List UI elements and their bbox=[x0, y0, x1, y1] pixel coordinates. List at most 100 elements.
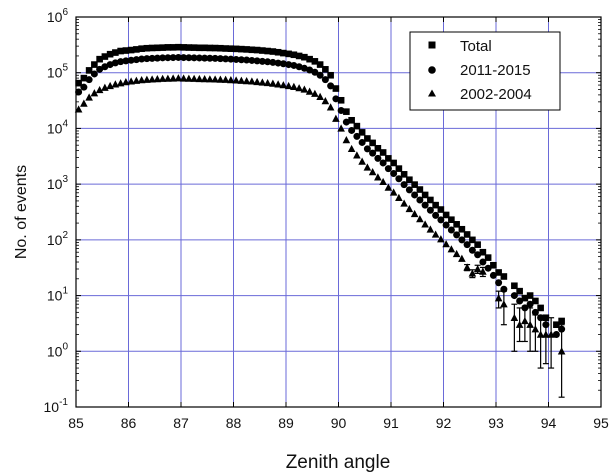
data-point-2011-2015 bbox=[264, 58, 272, 66]
data-point-total bbox=[201, 44, 208, 52]
data-point-2002-2004 bbox=[263, 78, 272, 87]
data-point-total bbox=[75, 79, 82, 87]
legend: Total 2011-2015 2002-2004 bbox=[409, 31, 561, 111]
data-point-2011-2015 bbox=[432, 211, 440, 219]
data-point-2002-2004 bbox=[216, 75, 225, 83]
data-point-2011-2015 bbox=[316, 71, 324, 79]
data-point-total bbox=[322, 66, 329, 73]
data-point-2002-2004 bbox=[206, 75, 214, 83]
data-point-2011-2015 bbox=[453, 231, 461, 239]
data-point-total bbox=[185, 44, 193, 51]
data-point-2011-2015 bbox=[227, 55, 235, 63]
data-point-2011-2015 bbox=[148, 54, 156, 62]
data-point-2011-2015 bbox=[190, 54, 198, 62]
data-point-2002-2004 bbox=[526, 320, 534, 328]
legend-marker-2011-2015 bbox=[428, 66, 436, 74]
data-point-total bbox=[169, 44, 177, 51]
data-point-2002-2004 bbox=[416, 215, 424, 223]
data-point-2002-2004 bbox=[85, 93, 93, 101]
data-point-total bbox=[337, 96, 345, 104]
data-point-2011-2015 bbox=[395, 175, 403, 183]
data-point-2002-2004 bbox=[557, 347, 566, 355]
data-point-2011-2015 bbox=[390, 170, 398, 178]
data-point-2011-2015 bbox=[169, 54, 177, 62]
data-point-2011-2015 bbox=[117, 58, 125, 66]
data-point-2002-2004 bbox=[179, 74, 188, 82]
data-point-2011-2015 bbox=[222, 55, 230, 63]
data-point-total bbox=[253, 46, 261, 54]
data-point-2002-2004 bbox=[164, 74, 172, 82]
data-point-2002-2004 bbox=[410, 209, 419, 218]
data-point-2002-2004 bbox=[305, 87, 314, 95]
x-tick-label: 95 bbox=[593, 415, 609, 431]
data-point-2002-2004 bbox=[384, 183, 393, 191]
data-point-2002-2004 bbox=[153, 75, 162, 83]
data-point-2011-2015 bbox=[80, 83, 88, 91]
data-point-2002-2004 bbox=[311, 89, 319, 97]
data-point-2002-2004 bbox=[185, 74, 193, 82]
y-tick-label: 106 bbox=[47, 7, 69, 25]
data-point-total bbox=[127, 46, 135, 54]
data-point-2011-2015 bbox=[411, 191, 419, 199]
data-point-total bbox=[106, 50, 114, 58]
y-tick-label: 101 bbox=[47, 286, 69, 304]
data-point-total bbox=[343, 108, 350, 115]
data-point-2002-2004 bbox=[132, 76, 141, 84]
data-point-2002-2004 bbox=[195, 74, 204, 83]
data-point-2002-2004 bbox=[316, 92, 324, 100]
data-point-total bbox=[474, 241, 481, 248]
data-point-total bbox=[80, 74, 88, 82]
data-point-2002-2004 bbox=[227, 75, 235, 84]
data-point-2002-2004 bbox=[542, 330, 550, 338]
data-point-2011-2015 bbox=[358, 138, 366, 146]
data-point-2011-2015 bbox=[374, 154, 382, 162]
data-point-2011-2015 bbox=[484, 264, 492, 272]
data-point-2002-2004 bbox=[395, 193, 403, 201]
data-point-2002-2004 bbox=[547, 330, 555, 338]
data-point-total bbox=[448, 216, 455, 224]
data-point-2011-2015 bbox=[159, 54, 167, 62]
data-point-2002-2004 bbox=[137, 75, 146, 84]
data-point-2002-2004 bbox=[290, 82, 298, 90]
data-point-2011-2015 bbox=[400, 181, 408, 189]
data-point-2011-2015 bbox=[353, 132, 361, 140]
x-tick-label: 93 bbox=[488, 415, 504, 431]
data-point-2002-2004 bbox=[143, 75, 151, 83]
data-point-2011-2015 bbox=[106, 61, 114, 69]
data-point-total bbox=[437, 206, 445, 213]
data-point-2002-2004 bbox=[447, 245, 456, 253]
data-point-2002-2004 bbox=[127, 77, 135, 85]
data-point-2002-2004 bbox=[80, 99, 88, 107]
data-point-total bbox=[421, 191, 429, 199]
data-point-2011-2015 bbox=[531, 308, 539, 316]
data-point-2011-2015 bbox=[185, 54, 193, 62]
data-point-2011-2015 bbox=[279, 60, 287, 68]
data-point-2011-2015 bbox=[211, 54, 219, 62]
x-tick-label: 88 bbox=[226, 415, 242, 431]
data-point-total bbox=[390, 159, 397, 167]
data-point-2002-2004 bbox=[74, 105, 83, 113]
data-point-2002-2004 bbox=[515, 320, 524, 328]
data-point-2002-2004 bbox=[321, 97, 330, 105]
data-point-2011-2015 bbox=[342, 118, 350, 126]
data-point-2011-2015 bbox=[164, 54, 172, 62]
data-point-total bbox=[374, 144, 382, 152]
data-point-2002-2004 bbox=[473, 264, 482, 273]
x-tick-label: 89 bbox=[278, 415, 294, 431]
data-point-2011-2015 bbox=[510, 292, 518, 300]
legend-label-2002-2004: 2002-2004 bbox=[460, 86, 532, 103]
data-point-2002-2004 bbox=[442, 240, 450, 248]
data-point-total bbox=[526, 292, 534, 299]
data-point-total bbox=[117, 47, 124, 55]
data-point-total bbox=[463, 231, 471, 238]
x-tick-label: 92 bbox=[436, 415, 452, 431]
data-point-total bbox=[175, 43, 182, 51]
data-point-2002-2004 bbox=[158, 74, 167, 82]
data-point-2002-2004 bbox=[431, 230, 440, 238]
data-point-2011-2015 bbox=[526, 300, 534, 308]
data-point-total bbox=[269, 48, 277, 55]
data-point-2002-2004 bbox=[500, 300, 508, 308]
legend-label-2011-2015: 2011-2015 bbox=[460, 62, 531, 79]
data-point-total bbox=[248, 46, 256, 54]
